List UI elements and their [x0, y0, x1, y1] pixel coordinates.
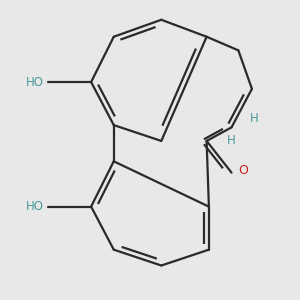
Text: H: H — [250, 112, 258, 125]
Text: O: O — [238, 164, 248, 177]
Text: HO: HO — [26, 76, 44, 88]
Text: HO: HO — [26, 200, 44, 213]
Text: H: H — [227, 134, 236, 147]
